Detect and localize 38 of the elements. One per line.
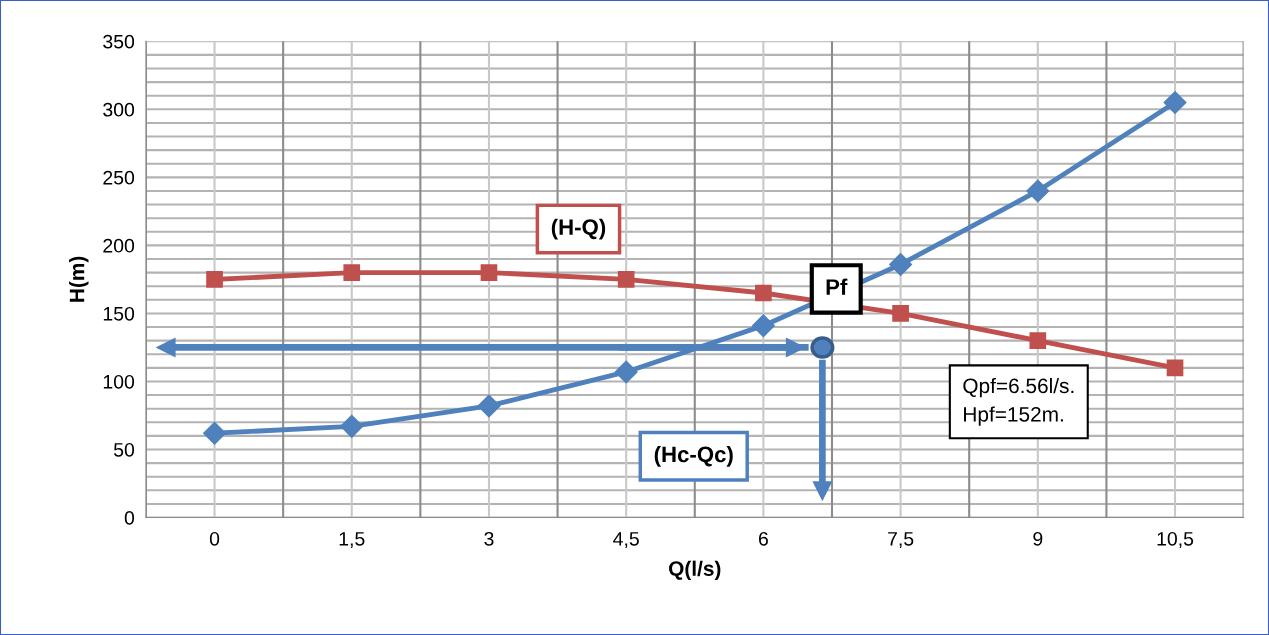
point [203,421,227,445]
x-tick-label: 0 [209,531,220,546]
y-tick-label: 300 [103,102,135,117]
point [617,271,635,288]
y-tick-label: 150 [103,306,135,321]
x-tick-label: 9 [1033,531,1043,546]
annotation: (H-Q) [551,218,606,240]
y-axis-title: H(m) [69,256,89,302]
x-tick-label: 10,5 [1157,531,1194,548]
point [206,271,223,288]
point [343,264,361,281]
y-tick-label: 100 [103,374,135,389]
point [1026,179,1050,203]
annotation: (Hc-Qc) [654,445,733,467]
point [340,414,364,438]
y-tick-label: 250 [103,170,135,185]
y-tick-label: 350 [103,34,135,49]
point [614,360,638,384]
point [477,394,501,418]
point [1029,332,1047,349]
x-axis-title: Q(l/s) [669,560,721,581]
point [755,284,772,302]
y-tick-label: 200 [103,238,135,253]
x-tick-label: 6 [758,531,768,546]
point [751,314,775,338]
x-tick-label: 4,5 [613,532,639,548]
x-tick-label: 3 [484,531,494,546]
x-tick-label: 7,5 [888,532,914,548]
point [889,252,913,276]
y-tick-label: 50 [113,442,135,457]
y-tick-label: 0 [124,510,135,525]
point [1163,91,1187,115]
annotation: Qpf=6.56l/s. Hpf=152m. [963,377,1074,426]
point [1166,359,1184,377]
point [892,305,909,322]
point [480,264,498,281]
x-tick-label: 1,5 [339,532,365,548]
annotation: Pf [826,278,848,295]
